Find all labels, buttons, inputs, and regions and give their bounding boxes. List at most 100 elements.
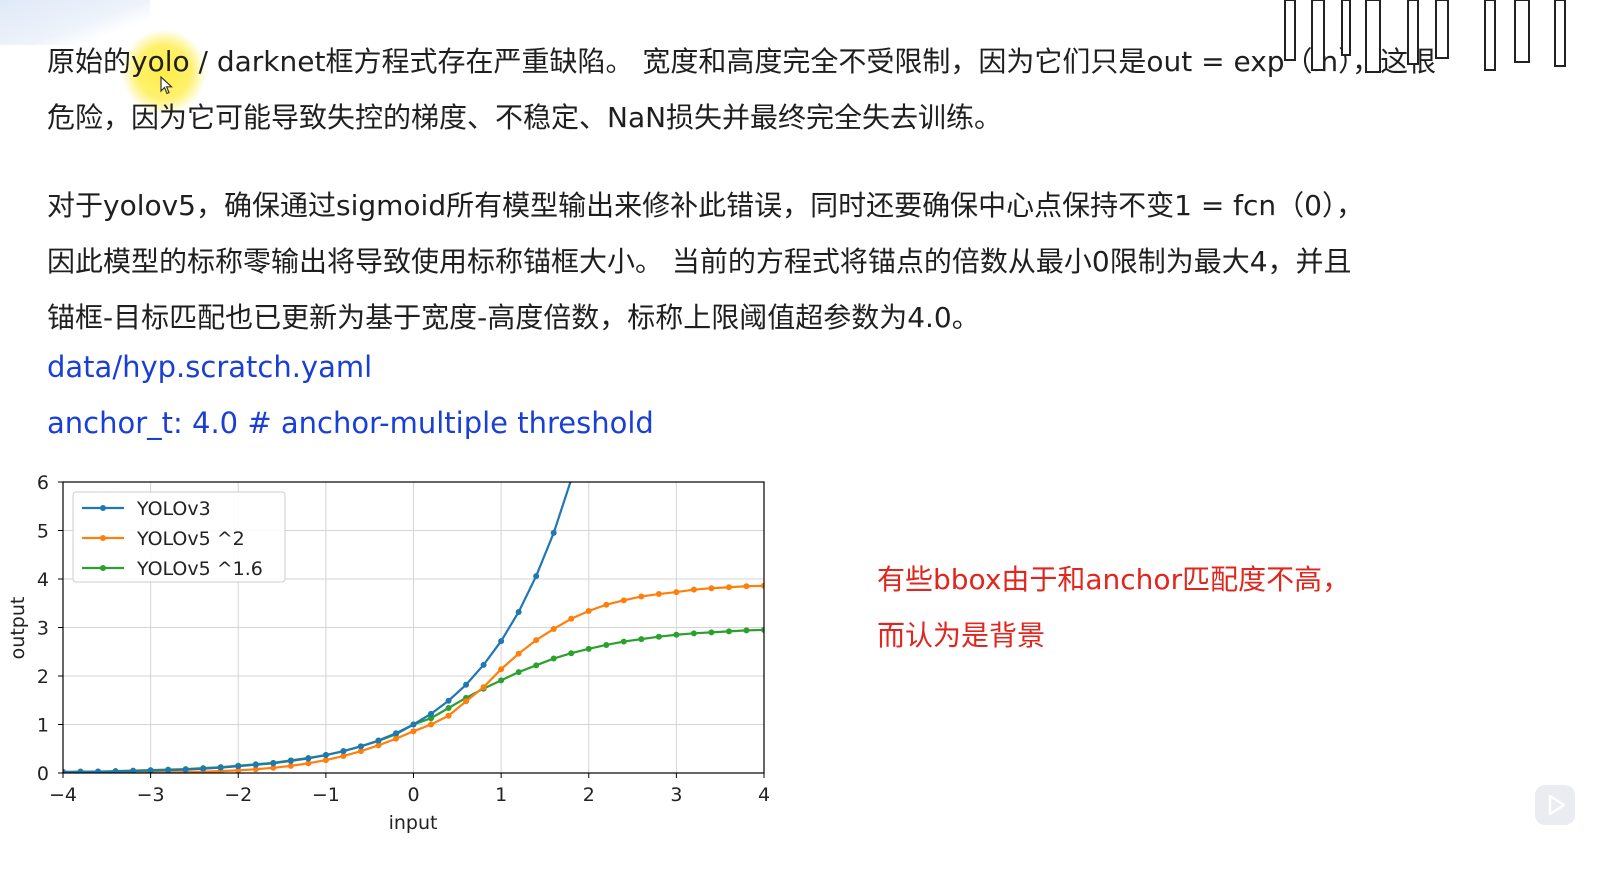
y-tick-label: 0 — [37, 763, 49, 785]
data-point-yolov3 — [182, 766, 189, 773]
data-point-yolov5-2 — [655, 591, 662, 598]
data-point-yolov3 — [95, 768, 102, 773]
data-point-yolov5-2 — [533, 637, 540, 644]
data-point-yolov5-2 — [690, 586, 697, 593]
data-point-yolov5-1-6 — [673, 631, 680, 638]
data-point-yolov5-2 — [515, 650, 522, 657]
data-point-yolov3 — [112, 768, 119, 773]
data-point-yolov5-2 — [340, 753, 347, 760]
data-point-yolov5-2 — [761, 582, 764, 589]
data-point-yolov5-1-6 — [761, 626, 764, 633]
data-point-yolov3 — [147, 767, 154, 773]
corner-decoration — [0, 0, 150, 45]
data-point-yolov3 — [235, 763, 242, 770]
data-point-yolov5-1-6 — [585, 645, 592, 652]
data-point-yolov5-1-6 — [708, 629, 715, 636]
data-point-yolov3 — [322, 752, 329, 759]
y-tick-label: 5 — [37, 521, 49, 543]
x-axis-label: input — [389, 812, 438, 834]
data-point-yolov5-2 — [585, 608, 592, 615]
legend-marker-yolov5-2 — [100, 535, 106, 541]
play-button[interactable] — [1535, 785, 1575, 825]
y-axis-label: output — [7, 597, 29, 660]
x-tick-label: 2 — [583, 784, 595, 806]
x-tick-label: 3 — [670, 784, 682, 806]
paragraph-line: 对于yolov5，确保通过sigmoid所有模型输出来修补此错误，同时还要确保中… — [47, 189, 1364, 222]
data-point-yolov5-1-6 — [655, 633, 662, 640]
data-point-yolov5-2 — [725, 584, 732, 591]
data-point-yolov3 — [200, 765, 207, 772]
data-point-yolov3 — [340, 748, 347, 755]
paragraph-line: 因此模型的标称零输出将导致使用标称锚框大小。 当前的方程式将锚点的倍数从最小0限… — [47, 245, 1352, 278]
data-point-yolov3 — [305, 755, 312, 762]
data-point-yolov5-2 — [620, 597, 627, 604]
data-point-yolov3 — [165, 767, 172, 773]
data-point-yolov5-1-6 — [603, 641, 610, 648]
data-point-yolov5-2 — [550, 625, 557, 632]
paragraph-line: 锚框-目标匹配也已更新为基于宽度-高度倍数，标称上限阈值超参数为4.0。 — [47, 301, 980, 334]
x-tick-label: −1 — [312, 784, 340, 806]
data-point-yolov5-2 — [270, 764, 277, 771]
data-point-yolov5-1-6 — [620, 638, 627, 645]
data-point-yolov5-1-6 — [690, 630, 697, 637]
data-point-yolov3 — [252, 761, 259, 768]
legend-marker-yolov5-1-6 — [100, 565, 106, 571]
data-point-yolov5-2 — [445, 712, 452, 719]
play-icon — [1548, 794, 1566, 816]
data-point-yolov5-1-6 — [515, 669, 522, 676]
data-point-yolov3 — [550, 529, 557, 536]
data-point-yolov5-2 — [568, 615, 575, 622]
data-point-yolov3 — [77, 769, 84, 773]
note-line: 有些bbox由于和anchor匹配度不高， — [877, 563, 1351, 596]
data-point-yolov5-1-6 — [725, 628, 732, 635]
legend-label: YOLOv5 ^2 — [136, 528, 245, 550]
data-point-yolov5-2 — [638, 593, 645, 600]
data-point-yolov5-1-6 — [743, 627, 750, 634]
x-tick-label: 4 — [758, 784, 770, 806]
data-point-yolov3 — [410, 721, 417, 728]
data-point-yolov3 — [515, 608, 522, 615]
data-point-yolov5-1-6 — [533, 662, 540, 669]
y-tick-label: 3 — [37, 618, 49, 640]
paragraph-line: 原始的yolo / darknet框方程式存在严重缺陷。 宽度和高度完全不受限制… — [47, 45, 1437, 78]
data-point-yolov5-1-6 — [638, 636, 645, 643]
data-point-yolov5-2 — [743, 583, 750, 590]
x-tick-label: −4 — [49, 784, 77, 806]
code-anchor-threshold: anchor_t: 4.0 # anchor-multiple threshol… — [47, 406, 654, 440]
data-point-yolov3 — [463, 681, 470, 688]
y-tick-label: 2 — [37, 666, 49, 688]
data-point-yolov3 — [217, 764, 224, 771]
x-tick-label: −3 — [137, 784, 165, 806]
data-point-yolov5-2 — [322, 757, 329, 764]
data-point-yolov5-1-6 — [568, 650, 575, 657]
data-point-yolov5-1-6 — [428, 715, 435, 722]
data-point-yolov3 — [392, 730, 399, 737]
x-tick-label: 1 — [495, 784, 507, 806]
data-point-yolov5-1-6 — [445, 705, 452, 712]
data-point-yolov5-2 — [375, 742, 382, 749]
data-point-yolov3 — [287, 757, 294, 764]
data-point-yolov5-2 — [252, 766, 259, 773]
data-point-yolov5-2 — [480, 684, 487, 691]
mouse-cursor-icon — [160, 76, 174, 95]
data-point-yolov3 — [533, 573, 540, 580]
x-tick-label: 0 — [407, 784, 419, 806]
data-point-yolov3 — [480, 661, 487, 668]
data-point-yolov5-2 — [708, 585, 715, 592]
activation-chart: −4 −3 −2 −1 0 1 2 3 4 0 1 2 3 4 5 6 input output YOLOv3… — [7, 472, 770, 834]
data-point-yolov5-2 — [673, 589, 680, 596]
data-point-yolov5-2 — [428, 721, 435, 728]
data-point-yolov5-1-6 — [550, 655, 557, 662]
y-tick-label: 6 — [37, 472, 49, 494]
paragraph-line: 危险，因为它可能导致失控的梯度、不稳定、NaN损失并最终完全失去训练。 — [47, 101, 1003, 134]
legend-marker-yolov3 — [100, 505, 106, 511]
data-point-yolov5-2 — [305, 760, 312, 767]
code-filename: data/hyp.scratch.yaml — [47, 350, 373, 384]
data-point-yolov5-2 — [392, 735, 399, 742]
data-point-yolov3 — [498, 638, 505, 645]
y-tick-label: 4 — [37, 569, 49, 591]
legend-label: YOLOv3 — [136, 498, 211, 520]
data-point-yolov3 — [375, 737, 382, 744]
data-point-yolov5-2 — [463, 698, 470, 705]
x-tick-label: −2 — [224, 784, 252, 806]
